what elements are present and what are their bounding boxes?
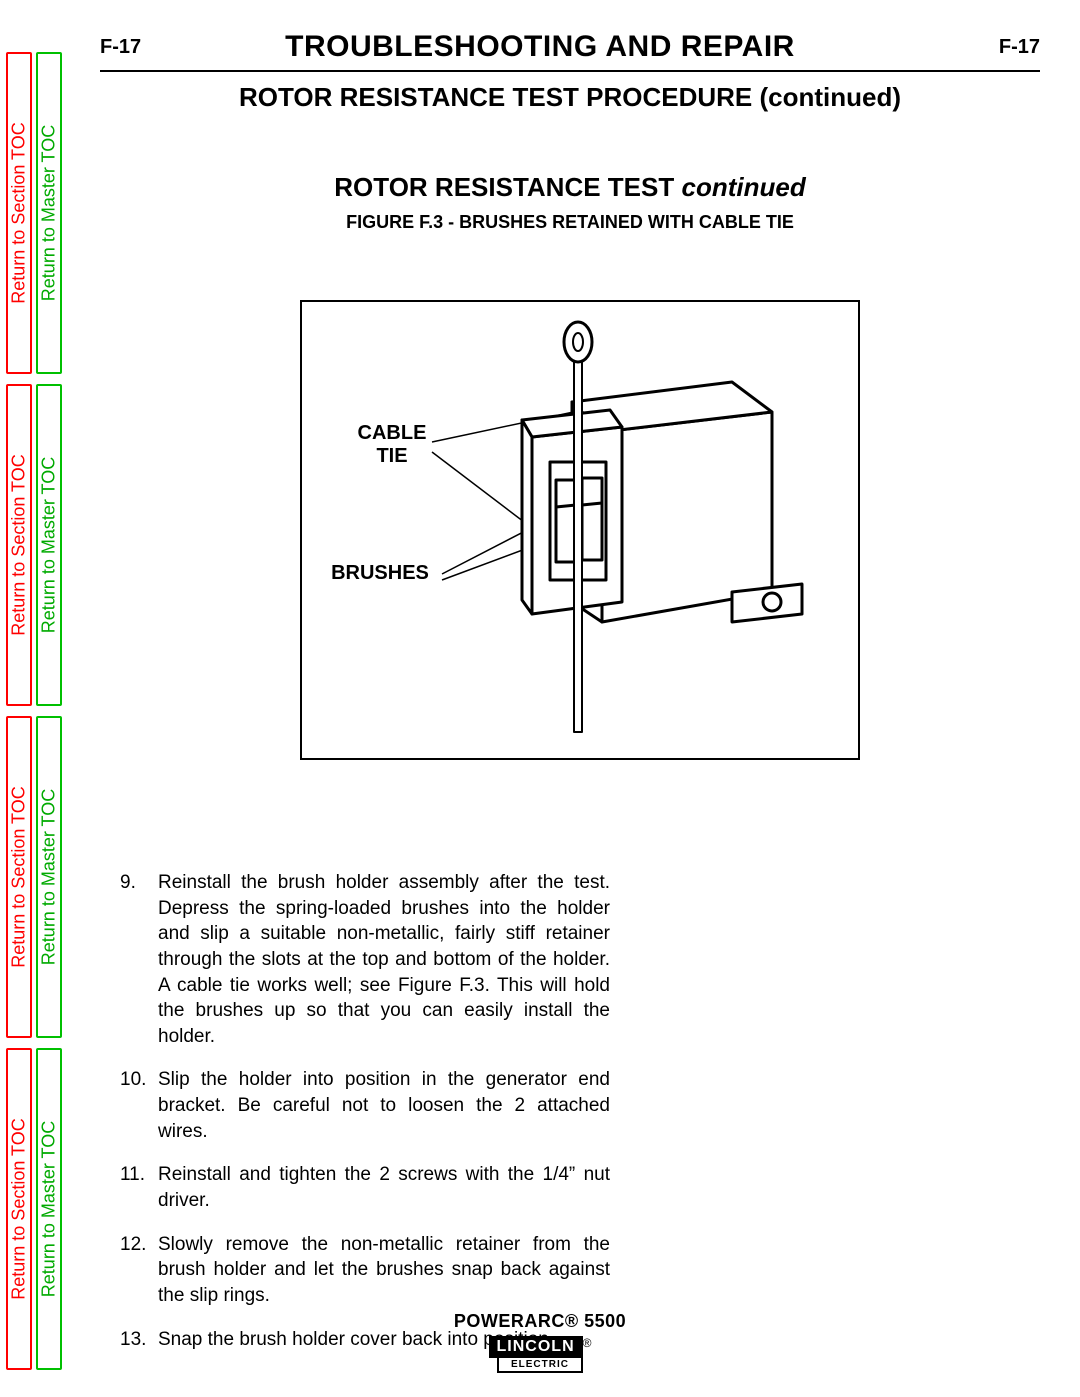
step-item: 10.Slip the holder into position in the … (120, 1067, 610, 1144)
step-text: Reinstall the brush holder assembly afte… (158, 870, 610, 1049)
master-toc-link[interactable]: Return to Master TOC (36, 384, 62, 706)
page: Return to Section TOC Return to Section T… (0, 0, 1080, 1397)
section-toc-label: Return to Section TOC (9, 786, 30, 967)
section-toc-link[interactable]: Return to Section TOC (6, 384, 32, 706)
footer: POWERARC® 5500 LINCOLN® ELECTRIC (0, 1311, 1080, 1373)
master-toc-label: Return to Master TOC (39, 125, 60, 301)
test-title-suffix: continued (681, 172, 805, 202)
step-item: 12.Slowly remove the non-metallic retain… (120, 1232, 610, 1309)
figure-label-cable-tie: CABLETIE (342, 422, 442, 468)
master-toc-label: Return to Master TOC (39, 789, 60, 965)
figure-box: CABLETIE BRUSHES (300, 300, 860, 760)
product-name: POWERARC® 5500 (0, 1311, 1080, 1332)
step-item: 11.Reinstall and tighten the 2 screws wi… (120, 1162, 610, 1213)
test-title: ROTOR RESISTANCE TEST continued (100, 172, 1040, 203)
section-toc-label: Return to Section TOC (9, 122, 30, 303)
figure-caption: FIGURE F.3 - BRUSHES RETAINED WITH CABLE… (100, 212, 1040, 233)
brand-top: LINCOLN (489, 1336, 583, 1358)
figure-diagram (302, 302, 862, 762)
side-tabs: Return to Section TOC Return to Section T… (6, 0, 64, 1397)
section-toc-link[interactable]: Return to Section TOC (6, 52, 32, 374)
step-number: 10. (120, 1067, 158, 1144)
section-toc-label: Return to Section TOC (9, 1118, 30, 1299)
figure-label-brushes: BRUSHES (320, 562, 440, 585)
step-text: Slip the holder into position in the gen… (158, 1067, 610, 1144)
procedure-title: ROTOR RESISTANCE TEST PROCEDURE (continu… (100, 82, 1040, 113)
section-toc-label: Return to Section TOC (9, 454, 30, 635)
brand-bottom: ELECTRIC (497, 1358, 583, 1373)
brand-logo: LINCOLN® ELECTRIC (489, 1336, 592, 1373)
step-number: 12. (120, 1232, 158, 1309)
procedure-steps: 9.Reinstall the brush holder assembly af… (120, 870, 610, 1370)
test-title-main: ROTOR RESISTANCE TEST (334, 172, 674, 202)
step-text: Reinstall and tighten the 2 screws with … (158, 1162, 610, 1213)
master-toc-label: Return to Master TOC (39, 457, 60, 633)
master-toc-label: Return to Master TOC (39, 1121, 60, 1297)
section-title: TROUBLESHOOTING AND REPAIR (0, 30, 1080, 64)
step-number: 11. (120, 1162, 158, 1213)
step-text: Slowly remove the non-metallic retainer … (158, 1232, 610, 1309)
header-rule (100, 70, 1040, 72)
section-toc-link[interactable]: Return to Section TOC (6, 716, 32, 1038)
step-number: 9. (120, 870, 158, 1049)
page-ref-right: F-17 (999, 36, 1040, 59)
master-toc-link[interactable]: Return to Master TOC (36, 716, 62, 1038)
step-item: 9.Reinstall the brush holder assembly af… (120, 870, 610, 1049)
master-toc-link[interactable]: Return to Master TOC (36, 52, 62, 374)
brand-reg-icon: ® (583, 1336, 592, 1350)
